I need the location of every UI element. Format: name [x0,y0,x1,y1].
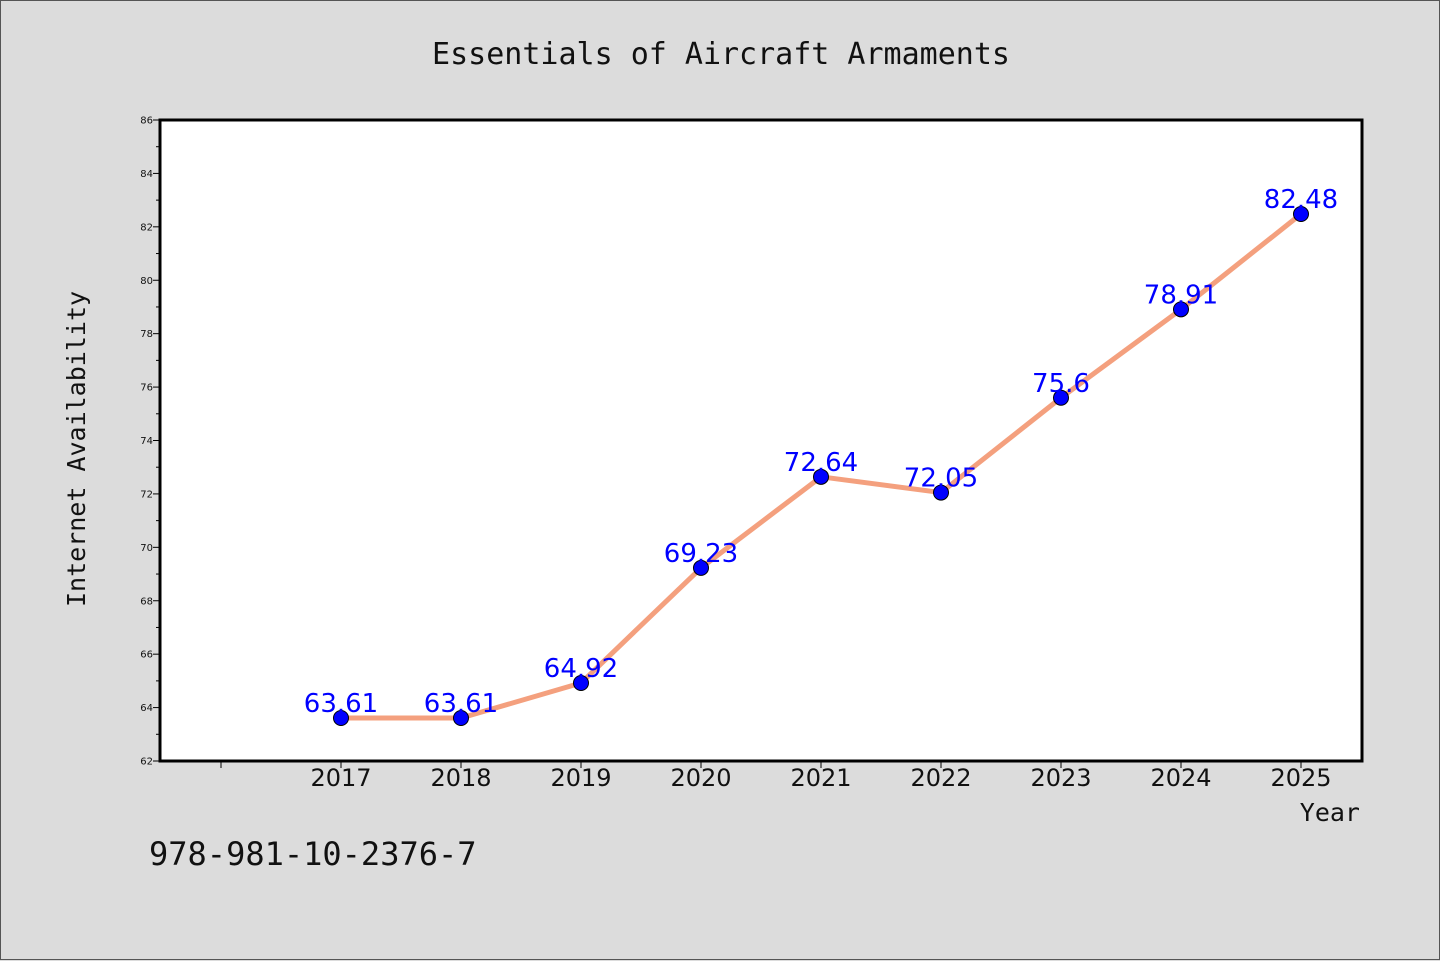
x-tick-label: 2018 [430,764,491,792]
data-label: 63.61 [304,689,378,719]
x-tick-label: 2021 [790,764,851,792]
footer-isbn-text: 978-981-10-2376-7 [149,835,477,873]
data-point-marker [453,709,469,726]
x-axis-label: Year [1300,798,1360,827]
chart-title: Essentials of Aircraft Armaments [432,37,1010,72]
plot-area [158,118,1364,763]
data-point-marker [1053,389,1069,406]
series-group: 63.61 63.61 64.92 69.23 72.64 72.05 75.6 78.91 8… [304,185,1338,726]
data-label: 72.64 [784,448,858,478]
y-tick-label: 82 [140,222,153,233]
y-tick-label: 78 [140,329,153,340]
x-tick-label: 2017 [310,764,371,792]
y-tick-label: 74 [140,436,153,447]
data-point-marker [933,484,949,501]
data-label: 78.91 [1144,280,1218,310]
x-tick-label: 2023 [1030,764,1091,792]
data-label: 64.92 [544,654,618,684]
data-point-marker [813,468,829,485]
y-tick-label: 84 [140,169,153,180]
data-label: 63.61 [424,689,498,719]
y-tick-label: 68 [140,596,153,607]
x-tick-label: 2024 [1150,764,1211,792]
data-point-marker [573,675,589,692]
data-label: 72.05 [904,464,978,494]
x-tick-label: 2025 [1270,764,1331,792]
y-tick-label: 62 [140,757,153,768]
y-tick-label: 80 [140,276,153,287]
data-label: 75.6 [1032,369,1090,399]
x-tick-label: 2019 [550,764,611,792]
y-tick-label: 86 [140,116,153,127]
x-tick-label: 2020 [670,764,731,792]
y-tick-label: 66 [140,650,153,661]
x-axis: 2017 2018 2019 2020 2021 2022 2023 2024 2025 [220,761,1332,792]
y-axis-label: Internet Availability [62,291,91,607]
x-tick-label: 2022 [910,764,971,792]
data-point-marker [333,709,349,726]
y-tick-label: 76 [140,383,153,394]
data-point-marker [1173,301,1189,318]
y-tick-label: 64 [140,703,153,714]
data-point-marker [693,559,709,576]
data-label: 69.23 [664,539,738,569]
data-point-marker [1293,206,1309,223]
y-axis: 62 64 66 68 70 72 74 76 78 80 82 84 86 [140,116,160,768]
y-tick-label: 72 [140,489,153,500]
y-tick-label: 70 [140,543,153,554]
data-label: 82.48 [1264,185,1338,215]
